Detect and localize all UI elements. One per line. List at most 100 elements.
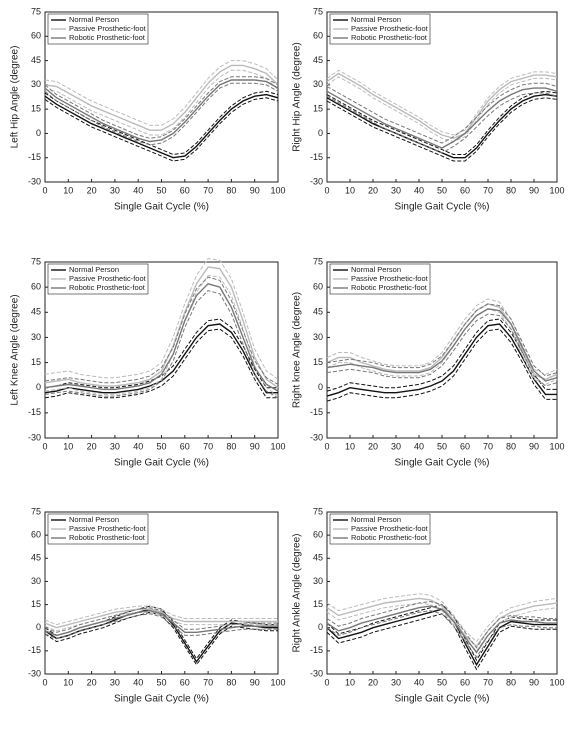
sd-band-lower bbox=[326, 602, 558, 652]
sd-band-lower bbox=[44, 611, 278, 632]
y-tick-label: 0 bbox=[318, 622, 323, 632]
y-tick-label: -30 bbox=[28, 668, 41, 678]
x-tick-label: 0 bbox=[324, 441, 329, 451]
legend-label: Normal Person bbox=[69, 515, 119, 524]
x-axis-title: Single Gait Cycle (%) bbox=[114, 202, 209, 213]
y-tick-label: 45 bbox=[313, 553, 323, 563]
x-axis-title: Single Gait Cycle (%) bbox=[394, 694, 489, 705]
legend-label: Robotic Prosthetic-foot bbox=[69, 533, 146, 542]
y-tick-label: 45 bbox=[31, 553, 41, 563]
x-tick-label: 60 bbox=[180, 185, 190, 195]
series-line bbox=[326, 303, 558, 381]
legend-label: Normal Person bbox=[351, 515, 401, 524]
series-line bbox=[326, 323, 557, 397]
sd-band-upper bbox=[326, 82, 558, 144]
legend-label: Passive Prosthetic-foot bbox=[351, 24, 429, 33]
x-tick-label: 100 bbox=[270, 441, 285, 451]
y-tick-label: 75 bbox=[31, 506, 41, 516]
y-tick-label: 75 bbox=[31, 6, 41, 16]
y-tick-label: 60 bbox=[31, 282, 41, 292]
sd-band-upper bbox=[44, 607, 278, 633]
x-tick-label: 20 bbox=[368, 677, 378, 687]
series-line bbox=[44, 283, 279, 392]
x-tick-label: 50 bbox=[156, 677, 166, 687]
series-line bbox=[44, 79, 279, 143]
y-tick-label: -15 bbox=[28, 407, 41, 417]
y-tick-label: 75 bbox=[313, 506, 323, 516]
x-tick-label: 80 bbox=[506, 677, 516, 687]
y-axis-title: Left Knee Angle (degree) bbox=[10, 294, 21, 405]
x-tick-label: 30 bbox=[110, 185, 120, 195]
x-tick-label: 0 bbox=[42, 185, 47, 195]
series-line bbox=[44, 93, 279, 159]
sd-band-upper bbox=[326, 90, 558, 155]
series-line bbox=[44, 608, 278, 629]
x-tick-label: 40 bbox=[133, 441, 143, 451]
y-tick-label: 30 bbox=[313, 79, 323, 89]
y-tick-label: 75 bbox=[31, 256, 41, 266]
x-tick-label: 90 bbox=[529, 185, 539, 195]
y-tick-label: 45 bbox=[313, 55, 323, 65]
y-tick-label: 45 bbox=[31, 55, 41, 65]
sd-band-lower bbox=[44, 611, 278, 666]
x-tick-label: 40 bbox=[414, 185, 424, 195]
x-tick-label: 70 bbox=[483, 185, 493, 195]
x-tick-label: 30 bbox=[110, 677, 120, 687]
sd-band-upper bbox=[326, 69, 558, 136]
y-tick-label: -30 bbox=[310, 176, 323, 186]
x-tick-label: 100 bbox=[549, 441, 564, 451]
y-tick-label: 0 bbox=[36, 622, 41, 632]
x-tick-label: 70 bbox=[203, 677, 213, 687]
x-tick-label: 60 bbox=[460, 441, 470, 451]
sd-band-lower bbox=[44, 289, 279, 399]
y-tick-label: 60 bbox=[31, 31, 41, 41]
x-tick-label: 40 bbox=[133, 677, 143, 687]
x-tick-label: 30 bbox=[110, 441, 120, 451]
x-tick-label: 0 bbox=[324, 677, 329, 687]
x-tick-label: 20 bbox=[368, 441, 378, 451]
sd-band-upper bbox=[326, 600, 557, 649]
y-tick-label: 15 bbox=[313, 104, 323, 114]
x-tick-label: 10 bbox=[345, 441, 355, 451]
legend-label: Passive Prosthetic-foot bbox=[69, 24, 147, 33]
sd-band-lower bbox=[326, 308, 558, 385]
sd-band-upper bbox=[44, 76, 279, 139]
x-tick-label: 70 bbox=[483, 441, 493, 451]
x-tick-label: 10 bbox=[345, 185, 355, 195]
x-tick-label: 40 bbox=[133, 185, 143, 195]
sd-band-lower bbox=[326, 97, 558, 162]
y-tick-label: -15 bbox=[28, 152, 41, 162]
legend-label: Normal Person bbox=[69, 15, 119, 24]
x-tick-label: 90 bbox=[250, 185, 260, 195]
x-axis-title: Single Gait Cycle (%) bbox=[114, 458, 209, 469]
x-tick-label: 80 bbox=[226, 441, 236, 451]
x-tick-label: 40 bbox=[414, 677, 424, 687]
y-tick-label: 30 bbox=[31, 332, 41, 342]
y-tick-label: 15 bbox=[31, 357, 41, 367]
y-axis-title: Left Hip Angle (degree) bbox=[10, 46, 21, 149]
x-tick-label: 50 bbox=[156, 441, 166, 451]
y-tick-label: 75 bbox=[313, 6, 323, 16]
x-tick-label: 20 bbox=[87, 677, 97, 687]
y-tick-label: 0 bbox=[318, 128, 323, 138]
y-tick-label: -30 bbox=[310, 668, 323, 678]
x-tick-label: 90 bbox=[529, 677, 539, 687]
y-tick-label: 15 bbox=[313, 357, 323, 367]
y-tick-label: 60 bbox=[313, 282, 323, 292]
x-tick-label: 80 bbox=[506, 185, 516, 195]
x-tick-label: 50 bbox=[437, 185, 447, 195]
x-tick-label: 0 bbox=[42, 441, 47, 451]
sd-band-lower bbox=[326, 313, 558, 387]
x-tick-label: 30 bbox=[391, 441, 401, 451]
legend-label: Robotic Prosthetic-foot bbox=[351, 533, 428, 542]
sd-band-lower bbox=[44, 82, 279, 146]
x-tick-label: 80 bbox=[226, 185, 236, 195]
sd-band-lower bbox=[326, 92, 558, 154]
sd-band-lower bbox=[326, 328, 557, 402]
x-tick-label: 80 bbox=[506, 441, 516, 451]
x-tick-label: 0 bbox=[324, 185, 329, 195]
y-tick-label: 60 bbox=[31, 530, 41, 540]
y-tick-label: 0 bbox=[36, 382, 41, 392]
legend-label: Robotic Prosthetic-foot bbox=[351, 33, 428, 42]
